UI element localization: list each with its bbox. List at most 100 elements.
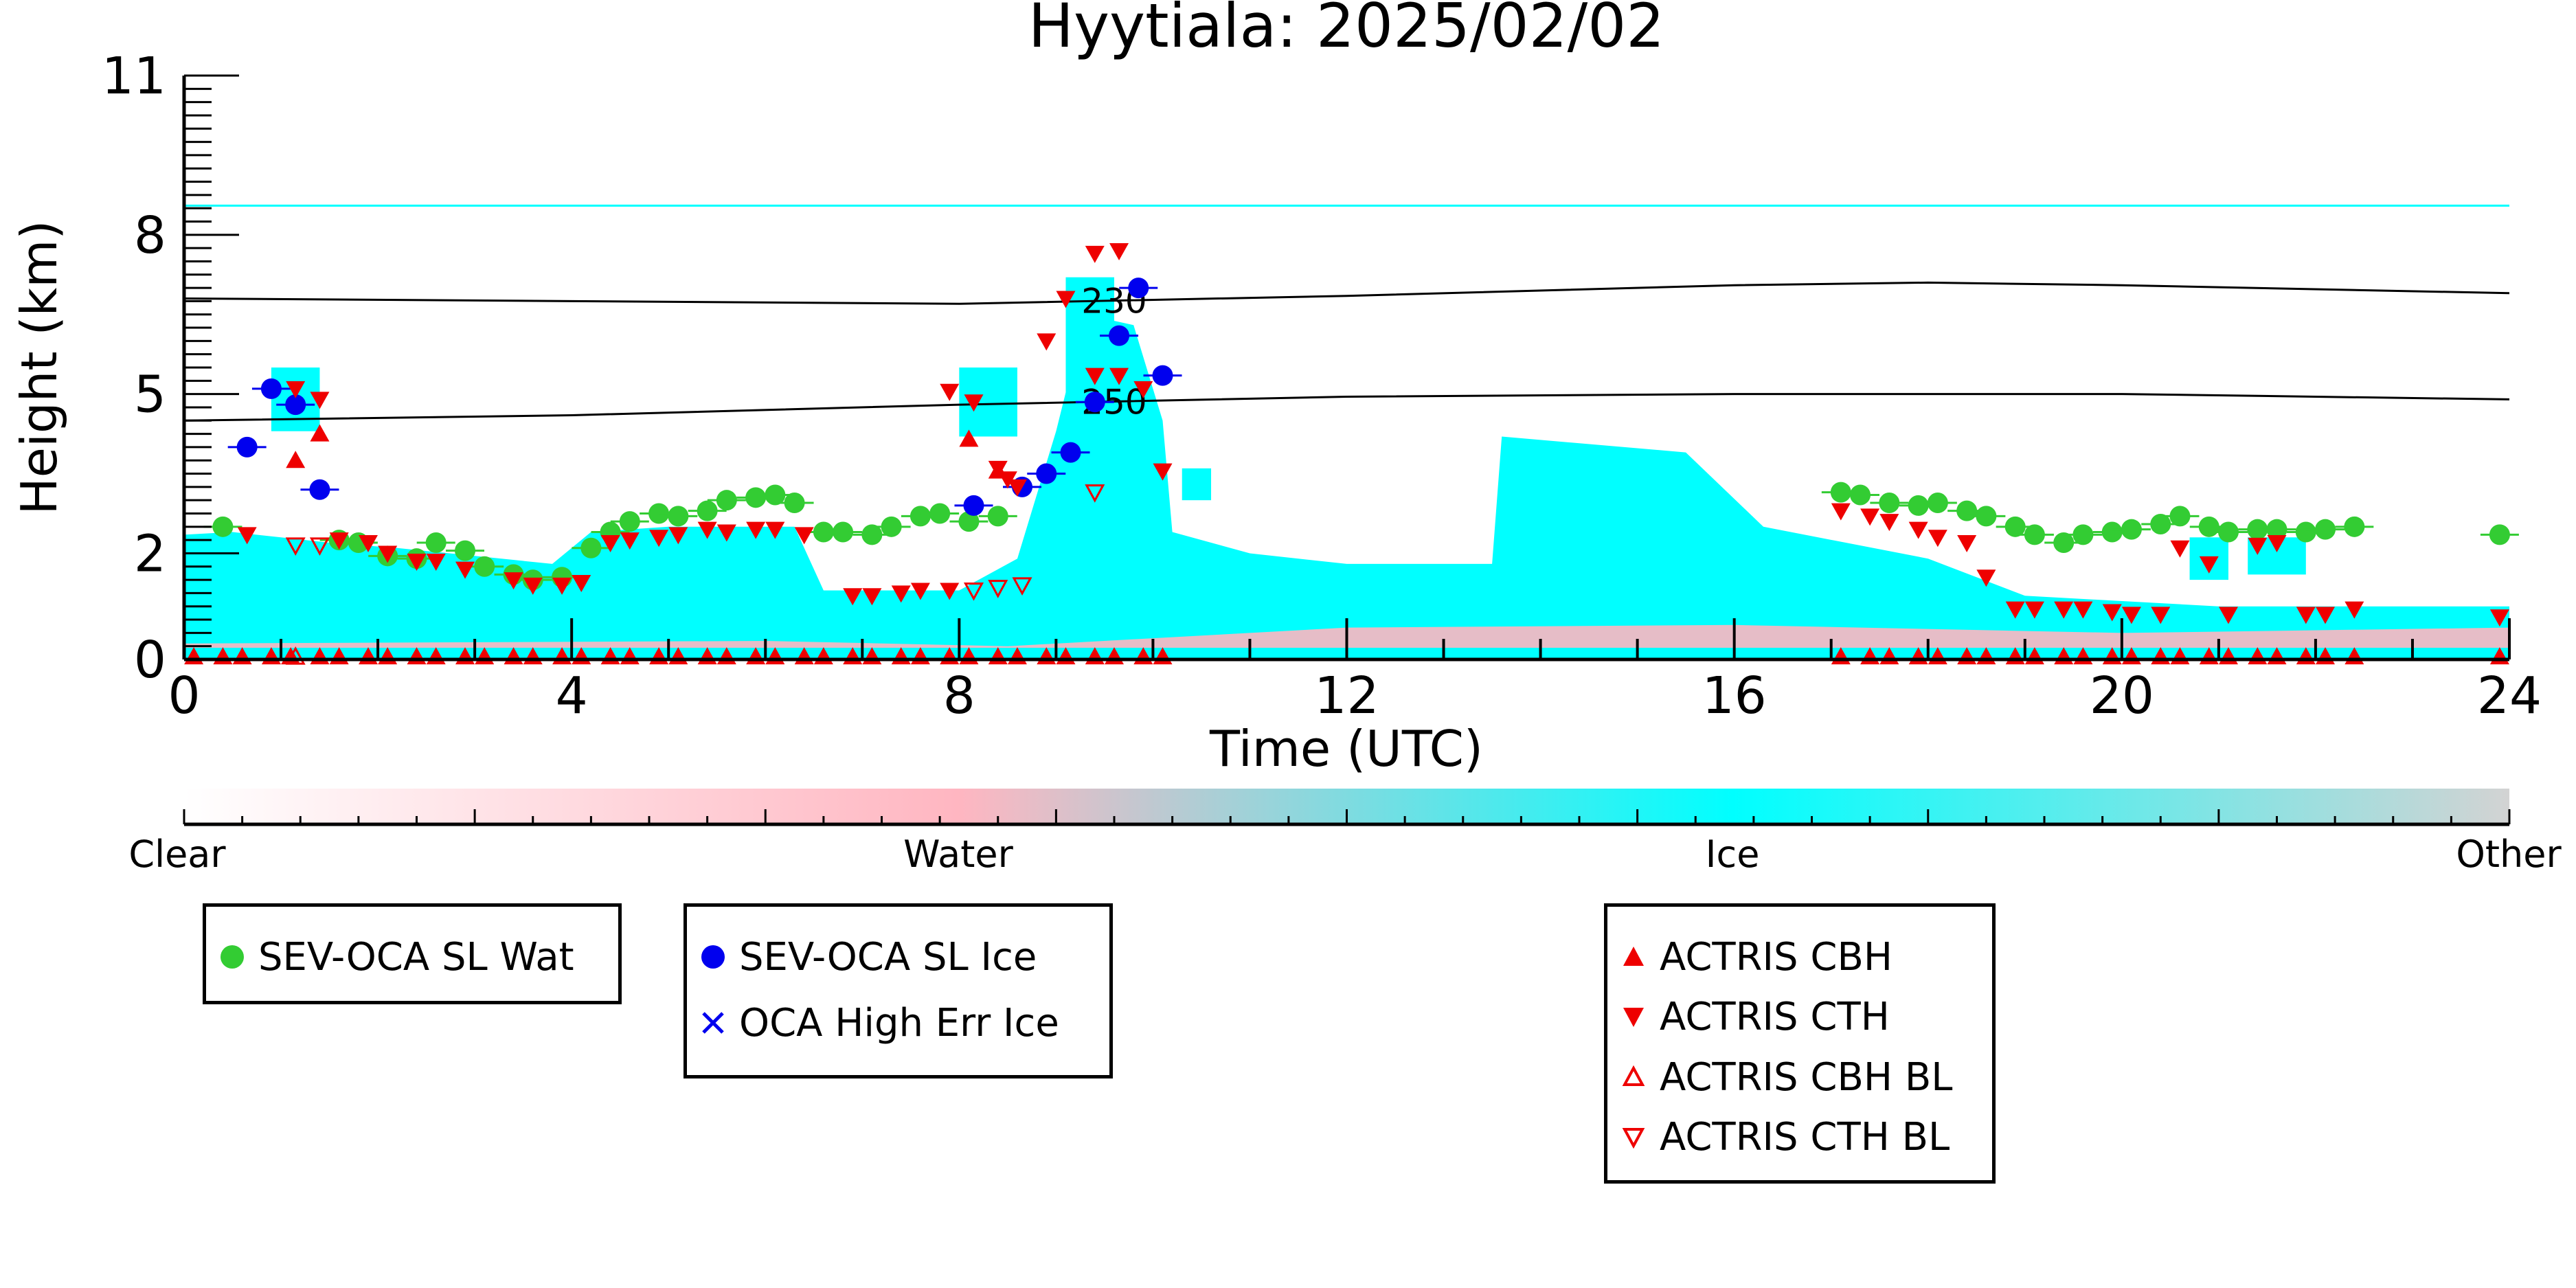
marker-actris-cth <box>1007 479 1027 497</box>
marker-actris-cth <box>2489 609 2509 627</box>
blue-x-icon <box>702 1012 724 1034</box>
marker-sev-oca-sl-wat <box>697 500 718 521</box>
marker-actris-cth <box>1153 463 1173 481</box>
marker-actris-cth <box>862 588 882 606</box>
colorbar-label-other: Other <box>2456 833 2562 876</box>
marker-sev-oca-sl-wat <box>2344 516 2365 537</box>
marker-actris-cth <box>1109 243 1129 260</box>
marker-sev-oca-sl-wat <box>958 511 980 532</box>
marker-actris-cth <box>2248 537 2268 555</box>
chart-title: Hyytiala: 2025/02/02 <box>1028 0 1664 61</box>
marker-sev-oca-sl-wat <box>716 490 737 511</box>
y-tick-label: 11 <box>102 47 166 106</box>
marker-actris-cth <box>988 460 1008 478</box>
marker-sev-oca-sl-wat <box>2024 524 2045 545</box>
ice-patch <box>959 368 1017 437</box>
marker-actris-cth-bl <box>1085 484 1105 503</box>
marker-actris-cth <box>2199 556 2219 574</box>
marker-sev-oca-sl-wat <box>765 484 786 506</box>
marker-actris-cth-bl <box>963 583 984 601</box>
marker-actris-cth <box>964 394 984 412</box>
marker-sev-oca-sl-wat <box>455 540 476 561</box>
marker-actris-cth <box>2316 607 2336 624</box>
marker-sev-oca-sl-wat <box>648 503 670 524</box>
marker-actris-cth <box>940 383 960 401</box>
marker-sev-oca-sl-wat <box>2266 519 2287 540</box>
marker-actris-cth <box>1879 514 1899 532</box>
ice-region <box>184 314 2509 659</box>
marker-sev-oca-sl-ice <box>1128 278 1149 299</box>
marker-sev-oca-sl-ice <box>1109 325 1130 346</box>
marker-sev-oca-sl-wat <box>813 521 834 543</box>
marker-actris-cth <box>2102 604 2122 622</box>
legend-label: ACTRIS CBH <box>1660 934 1893 980</box>
marker-sev-oca-sl-ice <box>963 495 984 516</box>
legend-box-actris: ACTRIS CBH ACTRIS CTH ACTRIS CBH BL ACTR… <box>1604 903 1996 1184</box>
marker-actris-cth <box>2024 601 2044 619</box>
marker-actris-cth <box>523 577 543 595</box>
marker-actris-cth <box>697 521 717 539</box>
marker-actris-cth <box>716 524 736 542</box>
marker-actris-cbh <box>286 451 306 468</box>
marker-sev-oca-sl-wat <box>2169 506 2191 527</box>
legend-item-oca-high-err-ice: OCA High Err Ice <box>699 1001 1059 1046</box>
marker-actris-cbh <box>959 429 979 447</box>
marker-actris-cth <box>2345 601 2364 619</box>
marker-sev-oca-sl-wat <box>212 516 234 537</box>
marker-actris-cth <box>286 381 306 398</box>
marker-actris-cth <box>2005 601 2025 619</box>
marker-actris-cth <box>843 588 863 606</box>
x-tick-label: 4 <box>556 666 588 725</box>
marker-actris-cth <box>1109 368 1129 385</box>
x-tick-label: 0 <box>168 666 200 725</box>
marker-sev-oca-sl-wat <box>784 493 805 514</box>
legend-label: ACTRIS CTH <box>1660 994 1890 1039</box>
marker-actris-cth <box>668 527 688 545</box>
x-tick-label: 20 <box>2090 666 2154 725</box>
marker-sev-oca-sl-wat <box>833 521 854 543</box>
marker-sev-oca-sl-wat <box>1927 493 1948 514</box>
marker-actris-cth-bl <box>309 537 330 556</box>
legend-label: ACTRIS CBH BL <box>1660 1054 1953 1100</box>
marker-actris-cth <box>310 392 330 409</box>
colorbar-label-water: Water <box>903 833 1013 876</box>
marker-sev-oca-sl-ice <box>1084 392 1105 413</box>
marker-actris-cth <box>2170 540 2190 558</box>
marker-sev-oca-sl-wat <box>425 532 447 553</box>
x-axis-label: Time (UTC) <box>1209 720 1483 778</box>
legend-item-actris-cth: ACTRIS CTH <box>1620 994 1890 1039</box>
marker-sev-oca-sl-wat <box>2053 532 2075 553</box>
red-triangle-down-icon <box>1623 1008 1644 1027</box>
y-tick-label: 5 <box>134 365 166 425</box>
marker-actris-cth <box>1085 245 1105 263</box>
colorbar-label-ice: Ice <box>1706 833 1760 876</box>
marker-actris-cbh <box>310 424 330 442</box>
marker-sev-oca-sl-ice <box>1060 442 1081 463</box>
marker-sev-oca-sl-wat <box>909 506 931 527</box>
marker-actris-cth-bl <box>1012 577 1032 596</box>
marker-sev-oca-sl-wat <box>2315 519 2336 540</box>
marker-sev-oca-sl-wat <box>1908 495 1929 516</box>
marker-actris-cth <box>426 554 446 572</box>
marker-sev-oca-sl-wat <box>1879 493 1900 514</box>
marker-sev-oca-sl-wat <box>580 537 602 558</box>
marker-sev-oca-sl-wat <box>1956 500 1978 521</box>
y-tick-label: 8 <box>134 206 166 265</box>
marker-sev-oca-sl-wat <box>2004 516 2026 537</box>
marker-actris-cth-bl <box>988 580 1008 598</box>
marker-actris-cth <box>1928 530 1947 547</box>
marker-actris-cth <box>2218 607 2238 624</box>
marker-actris-cbh-bl <box>285 646 306 665</box>
legend-label: SEV-OCA SL Wat <box>258 934 574 980</box>
blue-circle-icon <box>701 945 725 969</box>
marker-actris-cth <box>329 532 349 550</box>
marker-sev-oca-sl-wat <box>619 511 640 532</box>
legend-item-sev-oca-sl-wat: SEV-OCA SL Wat <box>218 934 574 980</box>
marker-sev-oca-sl-ice <box>309 479 330 500</box>
marker-sev-oca-sl-wat <box>2247 519 2268 540</box>
marker-actris-cth-bl <box>285 537 306 556</box>
marker-sev-oca-sl-wat <box>2295 521 2316 543</box>
marker-actris-cth <box>2296 607 2316 624</box>
marker-actris-cth <box>1860 508 1880 526</box>
marker-actris-cth <box>940 583 960 600</box>
